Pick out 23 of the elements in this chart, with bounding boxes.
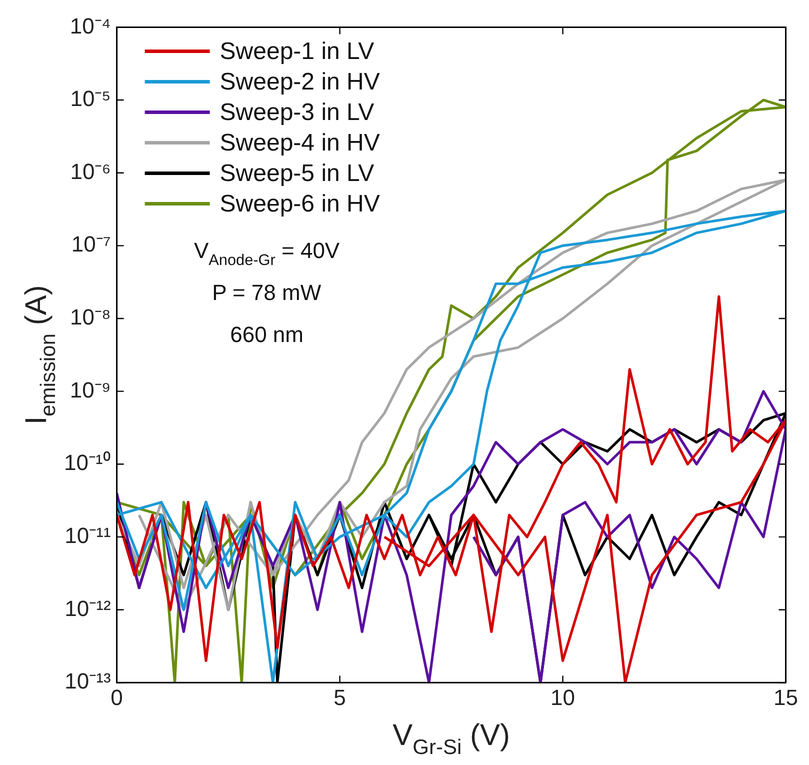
annotation: P = 78 mW [212,280,322,306]
y-tick-label: 10⁻⁵ [70,86,111,112]
y-tick-label: 10⁻¹¹ [64,523,111,548]
x-tick-label: 15 [774,684,798,710]
y-tick-label: 10⁻¹³ [64,668,111,694]
y-tick-label: 10⁻¹² [64,596,111,621]
y-tick-label: 10⁻⁹ [70,377,111,402]
legend-label: Sweep-4 in HV [220,130,380,157]
y-tick-label: 10⁻⁷ [71,232,111,257]
y-tick-label: 10⁻⁶ [70,158,111,184]
y-tick-label: 10⁻⁴ [70,13,111,38]
x-tick-label: 5 [334,684,346,710]
legend-label: Sweep-6 in HV [220,190,380,218]
legend-label: Sweep-1 in LV [220,38,374,66]
legend-label: Sweep-3 in LV [220,99,374,126]
y-axis-title: Iemission (A) [20,285,60,425]
y-tick-label: 10⁻⁸ [70,304,111,330]
legend-label: Sweep-2 in HV [220,68,380,96]
annotation: 660 nm [230,322,304,348]
x-tick-label: 10 [550,684,576,710]
y-tick-label: 10⁻¹⁰ [64,450,111,476]
legend-label: Sweep-5 in LV [220,160,374,188]
x-tick-label: 0 [110,684,123,710]
